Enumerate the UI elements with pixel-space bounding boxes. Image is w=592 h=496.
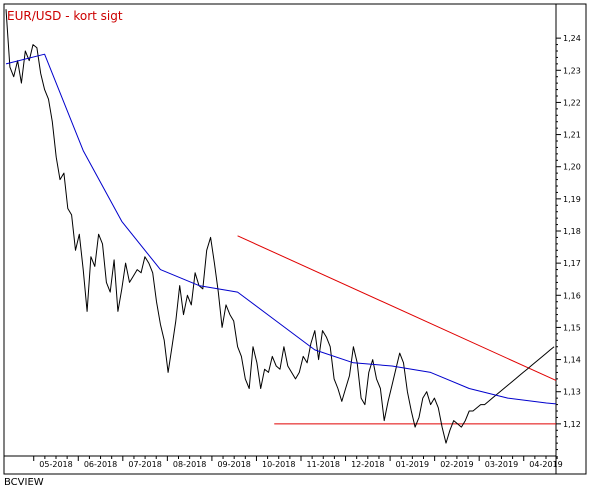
price-line: [5, 9, 555, 444]
plot-frame: [3, 3, 587, 475]
x-tick-label: 06-2018: [84, 460, 117, 469]
x-tick-label: 10-2018: [262, 460, 295, 469]
y-tick-label: 1,13: [563, 388, 581, 397]
x-tick-label: 08-2018: [173, 460, 206, 469]
x-tick-label: 05-2018: [39, 460, 72, 469]
x-tick-label: 02-2019: [440, 460, 473, 469]
y-ticks: 1,12 1,13 1,14 1,15 1,16 1,17 1,18 1,19 1,20 1,21…: [556, 34, 581, 451]
y-tick-label: 1,20: [563, 163, 581, 172]
x-tick-label: 12-2018: [351, 460, 384, 469]
x-tick-label: 04-2019: [529, 460, 562, 469]
x-tick-label: 07-2018: [128, 460, 161, 469]
y-tick-label: 1,18: [563, 227, 581, 236]
y-tick-label: 1,12: [563, 420, 581, 429]
trendline-falling: [237, 235, 557, 381]
y-tick-label: 1,19: [563, 195, 581, 204]
y-tick-label: 1,14: [563, 356, 581, 365]
y-tick-label: 1,17: [563, 259, 581, 268]
y-tick-label: 1,23: [563, 66, 581, 75]
x-tick-label: 11-2018: [307, 460, 340, 469]
chart-title: EUR/USD - kort sigt: [7, 9, 123, 23]
x-ticks: 05-2018 06-2018 07-2018 08-2018 09-2018 10-20…: [33, 456, 563, 469]
x-tick-label: 01-2019: [396, 460, 429, 469]
y-tick-label: 1,16: [563, 291, 581, 300]
y-tick-label: 1,15: [563, 323, 581, 332]
y-tick-label: 1,24: [563, 34, 581, 43]
y-tick-label: 1,21: [563, 131, 581, 140]
trendlines: [237, 235, 557, 425]
series: [5, 9, 557, 444]
x-tick-label: 03-2019: [485, 460, 518, 469]
moving-average-line: [5, 53, 557, 405]
source-label: BCVIEW: [4, 477, 44, 488]
y-tick-label: 1,22: [563, 98, 581, 107]
x-tick-label: 09-2018: [217, 460, 250, 469]
